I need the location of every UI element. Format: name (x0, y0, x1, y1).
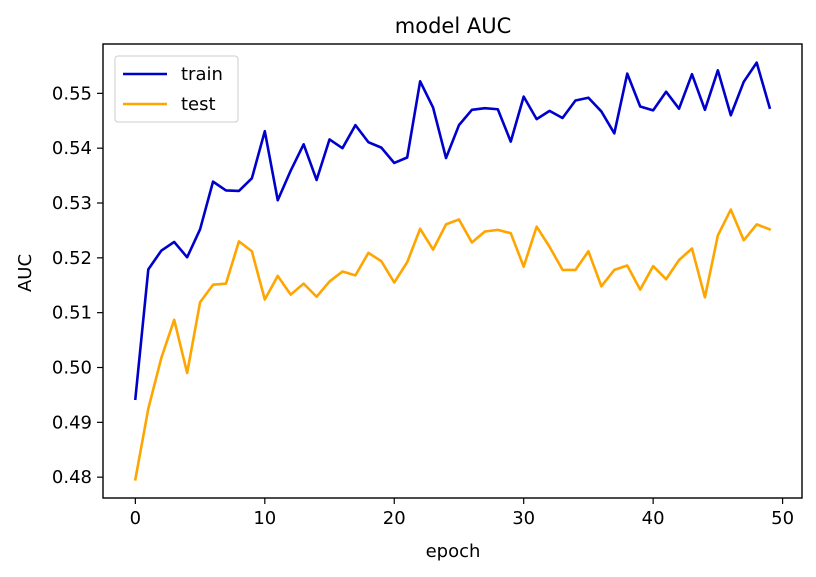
plot-frame (102, 43, 803, 499)
x-axis: 0 10 20 30 40 50 (130, 498, 794, 529)
y-tick-label: 0.50 (52, 358, 92, 379)
y-tick-label: 0.51 (52, 303, 92, 324)
chart-title: model AUC (395, 14, 511, 38)
x-tick-label: 0 (130, 508, 141, 529)
x-tick-label: 20 (383, 508, 406, 529)
x-tick-label: 50 (771, 508, 794, 529)
x-tick-label: 30 (512, 508, 535, 529)
y-tick-label: 0.52 (52, 248, 92, 269)
y-axis-label: AUC (15, 254, 36, 292)
legend-label-train: train (181, 64, 223, 85)
legend-box (114, 55, 239, 123)
y-tick-label: 0.55 (52, 83, 92, 104)
legend-label-test: test (181, 94, 216, 115)
series-line-train (133, 61, 772, 401)
series-line-test (133, 208, 772, 481)
y-tick-label: 0.48 (52, 467, 92, 488)
series-layer (133, 61, 772, 481)
x-tick-label: 10 (253, 508, 276, 529)
y-tick-label: 0.53 (52, 193, 92, 214)
x-axis-label: epoch (426, 541, 481, 562)
y-axis: 0.48 0.49 0.50 0.51 0.52 0.53 0.54 0.55 (52, 83, 103, 488)
y-tick-label: 0.54 (52, 138, 92, 159)
y-tick-label: 0.49 (52, 412, 92, 433)
x-tick-label: 40 (642, 508, 665, 529)
legend: train test (114, 55, 239, 123)
